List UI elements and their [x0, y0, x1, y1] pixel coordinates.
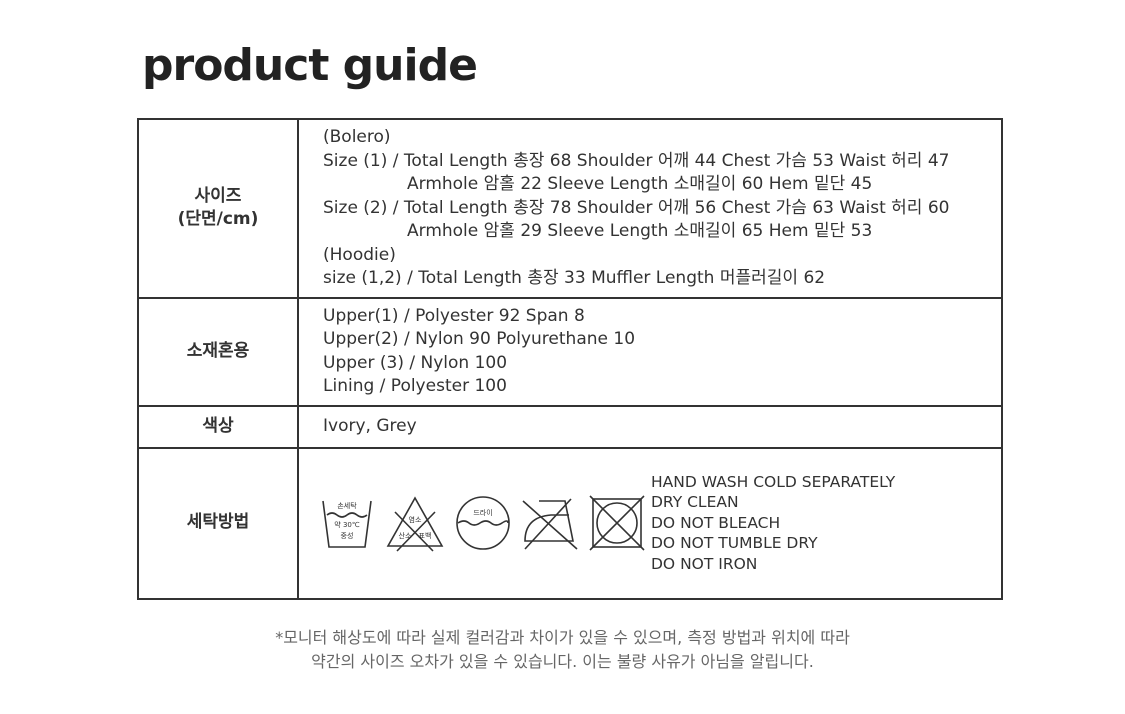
- size-header-line: 사이즈: [194, 185, 242, 206]
- no-bleach-icon: 염소 산소 표백: [386, 496, 444, 552]
- size-line: Armhole 암홀 29 Sleeve Length 소매길이 65 Hem …: [407, 221, 873, 241]
- disclaimer-line: 약간의 사이즈 오차가 있을 수 있습니다. 이는 불량 사유가 아님을 알립니…: [311, 652, 814, 671]
- care-row: 세탁방법 손세탁 약 30℃ 중성 염소 산소 표백: [137, 446, 1003, 600]
- dry-clean-label: 드라이: [473, 508, 492, 517]
- material-header: 소재혼용: [137, 296, 299, 407]
- care-line: HAND WASH COLD SEPARATELY: [651, 472, 896, 491]
- size-line: Size (1) / Total Length 총장 68 Shoulder 어…: [323, 150, 950, 171]
- disclaimer-line: *모니터 해상도에 따라 실제 컬러감과 차이가 있을 수 있으며, 측정 방법…: [275, 628, 850, 647]
- care-line: DRY CLEAN: [651, 493, 739, 512]
- care-instructions: HAND WASH COLD SEPARATELY DRY CLEAN DO N…: [651, 472, 895, 575]
- material-row: 소재혼용 Upper(1) / Polyester 92 Span 8 Uppe…: [137, 296, 1003, 407]
- bleach-label-oxygen: 산소: [399, 531, 412, 540]
- size-content: (Bolero) Size (1) / Total Length 총장 68 S…: [297, 118, 1003, 299]
- material-line: Upper (3) / Nylon 100: [323, 352, 508, 373]
- material-line: Upper(1) / Polyester 92 Span 8: [323, 305, 585, 326]
- product-guide-table: 사이즈 (단면/cm) (Bolero) Size (1) / Total Len…: [137, 118, 1003, 600]
- bleach-label-bleach: 표백: [419, 531, 432, 540]
- color-row: 색상 Ivory, Grey: [137, 404, 1003, 449]
- dry-clean-icon: 드라이: [456, 496, 510, 550]
- care-line: DO NOT BLEACH: [651, 513, 781, 532]
- size-line: Size (2) / Total Length 총장 78 Shoulder 어…: [323, 197, 950, 218]
- size-header: 사이즈 (단면/cm): [137, 118, 299, 299]
- size-row: 사이즈 (단면/cm) (Bolero) Size (1) / Total Len…: [137, 118, 1003, 299]
- care-content: 손세탁 약 30℃ 중성 염소 산소 표백 드라이: [297, 446, 1003, 600]
- care-line: DO NOT IRON: [651, 554, 758, 573]
- hand-wash-label: 손세탁: [337, 501, 357, 510]
- size-line: Armhole 암홀 22 Sleeve Length 소매길이 60 Hem …: [407, 174, 873, 194]
- size-line: size (1,2) / Total Length 총장 33 Muffler …: [323, 268, 826, 288]
- color-header: 색상: [137, 404, 299, 449]
- bleach-label-chlorine: 염소: [409, 516, 422, 524]
- no-iron-icon: [522, 498, 578, 550]
- hand-wash-temp: 약 30℃: [334, 520, 360, 529]
- care-header: 세탁방법: [137, 446, 299, 600]
- material-line: Lining / Polyester 100: [323, 376, 507, 396]
- size-line: (Hoodie): [323, 244, 396, 265]
- color-value: Ivory, Grey: [297, 404, 1003, 449]
- page-title: product guide: [142, 40, 478, 91]
- no-tumble-dry-icon: [589, 495, 645, 551]
- care-line: DO NOT TUMBLE DRY: [651, 534, 818, 553]
- material-line: Upper(2) / Nylon 90 Polyurethane 10: [323, 329, 636, 349]
- hand-wash-detergent: 중성: [341, 531, 354, 540]
- size-line: (Bolero): [323, 127, 391, 147]
- care-icons: 손세탁 약 30℃ 중성 염소 산소 표백 드라이: [319, 494, 649, 552]
- disclaimer: *모니터 해상도에 따라 실제 컬러감과 차이가 있을 수 있으며, 측정 방법…: [0, 626, 1125, 674]
- material-content: Upper(1) / Polyester 92 Span 8 Upper(2) …: [297, 296, 1003, 407]
- size-header-unit: (단면/cm): [177, 209, 259, 230]
- hand-wash-icon: 손세탁 약 30℃ 중성: [322, 500, 372, 548]
